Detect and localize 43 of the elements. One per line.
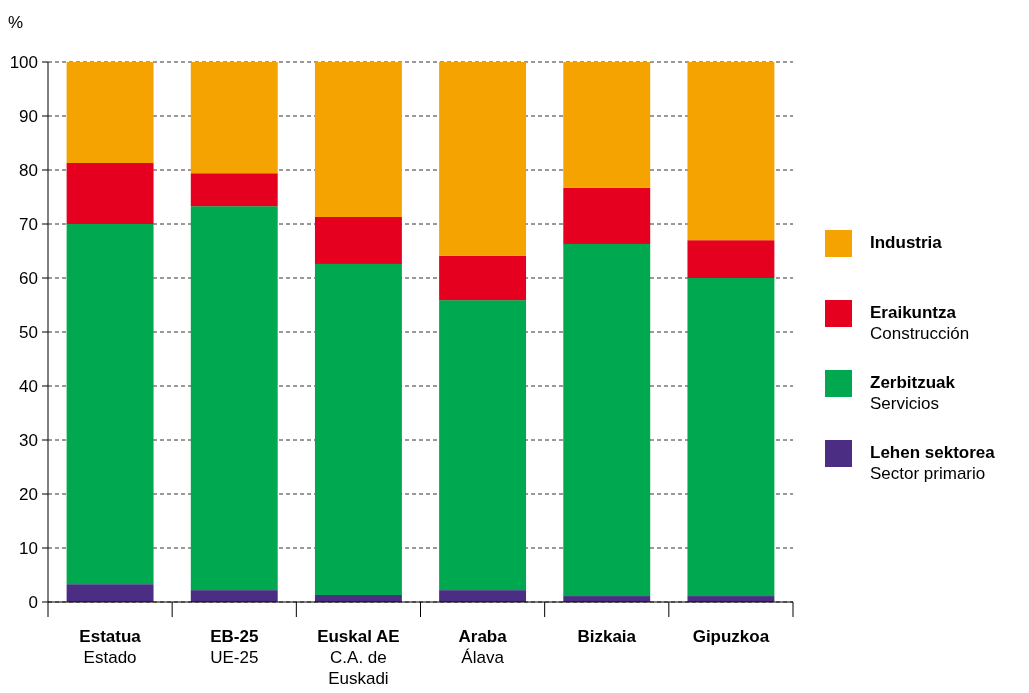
bar (563, 62, 651, 188)
legend-label: Eraikuntza Construcción (870, 303, 970, 343)
bar (439, 300, 527, 591)
y-tick-label: 20 (19, 484, 38, 504)
bar (190, 590, 278, 602)
x-tick-label: Araba Álava (458, 627, 508, 667)
bar (190, 173, 278, 207)
y-tick-label: 60 (19, 268, 38, 288)
bar (439, 590, 527, 602)
bar (66, 224, 154, 585)
y-axis-title: % (8, 13, 24, 32)
bar (66, 162, 154, 224)
bar (314, 62, 402, 217)
y-tick-label: 30 (19, 430, 38, 450)
bar (687, 278, 775, 597)
x-tick-label: Estatua Estado (79, 627, 142, 667)
y-tick-label: 10 (19, 538, 38, 558)
bar (190, 62, 278, 174)
y-tick-label: 0 (28, 592, 38, 612)
bar (66, 584, 154, 602)
bar (687, 62, 775, 241)
x-tick-label: Gipuzkoa (692, 627, 770, 646)
bar (563, 187, 651, 244)
legend-label: Zerbitzuak Servicios (870, 373, 956, 413)
bar (439, 62, 527, 256)
bar (687, 240, 775, 278)
bar (66, 62, 154, 163)
y-tick-label: 50 (19, 322, 38, 342)
bar (563, 243, 651, 597)
legend-label: Lehen sektorea Sector primario (870, 443, 996, 483)
bar (439, 255, 527, 301)
x-tick-label: Bizkaia (577, 627, 637, 646)
legend-label: Industria (870, 233, 943, 252)
y-tick-label: 100 (9, 52, 38, 72)
x-tick-label: EB-25 UE-25 (210, 627, 259, 667)
y-tick-label: 80 (19, 160, 38, 180)
bar (314, 263, 402, 595)
bar (314, 216, 402, 264)
y-tick-label: 70 (19, 214, 38, 234)
bar (190, 206, 278, 591)
y-tick-label: 40 (19, 376, 38, 396)
x-tick-label: Euskal AE C.A. de Euskadi (317, 627, 400, 688)
y-tick-label: 90 (19, 106, 38, 126)
